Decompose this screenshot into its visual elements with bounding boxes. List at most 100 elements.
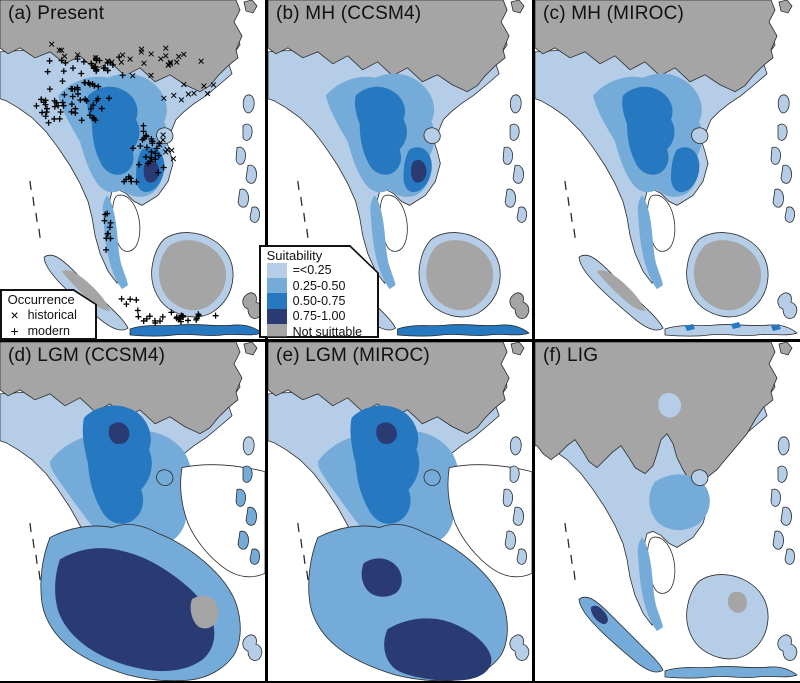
- map-region-sunda_navy_e: [384, 618, 492, 681]
- map-region-hainan: [156, 127, 174, 144]
- modern-occurrence-marker: [195, 311, 202, 318]
- modern-occurrence-marker: [148, 148, 155, 155]
- suitability-swatch-mid: [266, 277, 287, 294]
- modern-occurrence-marker: [51, 103, 58, 110]
- modern-occurrence-marker: [100, 65, 107, 72]
- historical-occurrence-marker: [141, 60, 147, 66]
- map-region-taiwan: [777, 94, 790, 114]
- suitability-legend-rows: =<0.25 0.25-0.50 0.50-0.75 0.75-1.00 Not sui…: [261, 262, 378, 337]
- historical-occurrence-marker: [178, 97, 185, 103]
- modern-occurrence-marker: [116, 54, 123, 61]
- suitability-legend-box: Suitability =<0.25 0.25-0.50 0.50-0.75 0.75…: [260, 246, 378, 337]
- panel-a-label: (a) Present: [8, 3, 105, 24]
- map-region-sulawesi: [509, 634, 530, 661]
- suitability-class-row: Not suittable: [261, 324, 378, 337]
- map-lgm-ccsm4: [0, 342, 265, 681]
- panel-e-lgm-miroc: (e) LGM (MIROC): [268, 342, 532, 681]
- modern-occurrence-marker: [143, 315, 150, 322]
- historical-occurrence-marker: [160, 137, 166, 143]
- modern-occurrence-marker: [92, 117, 99, 124]
- modern-occurrence-marker: [59, 78, 66, 85]
- map-region-taiwan: [777, 436, 790, 456]
- modern-occurrence-marker: [77, 97, 84, 103]
- historical-occurrence-marker: [161, 95, 167, 102]
- panel-a-present: (a) Present: [0, 0, 265, 339]
- modern-occurrence-marker: [88, 60, 95, 67]
- map-lgm-miroc: [268, 342, 532, 681]
- map-region-lgm_navy_n: [376, 422, 397, 445]
- map-lig: [535, 342, 800, 681]
- panel-b-label: (b) MH (CCSM4): [276, 3, 422, 24]
- map-region-philippines: [502, 465, 528, 565]
- map-region-china: [268, 0, 510, 93]
- modern-occurrence-marker: [159, 313, 166, 320]
- occurrence-legend-box: Occurrence × historical + modern: [1, 290, 96, 339]
- suitability-class-row: 0.75-1.00: [261, 308, 378, 325]
- map-region-f_sum_navy: [590, 605, 608, 624]
- modern-occurrence-marker: [95, 95, 101, 102]
- modern-occurrence-marker: [151, 317, 158, 324]
- map-region-borneo_patch2: [190, 595, 219, 629]
- modern-occurrence-marker: [33, 102, 40, 109]
- modern-occurrence-marker: [82, 96, 89, 103]
- map-region-indochina_high: [622, 86, 675, 175]
- modern-occurrence-marker: [90, 65, 97, 72]
- modern-occurrence-marker: [80, 58, 87, 65]
- modern-occurrence-marker: [44, 68, 51, 75]
- map-region-java: [129, 324, 263, 337]
- modern-occurrence-marker: [178, 312, 185, 319]
- modern-occurrence-marker: [193, 315, 200, 322]
- suitability-swatch-not_suitable: [266, 324, 287, 337]
- map-region-f_coastal_mid: [649, 474, 710, 531]
- map-region-hainan: [691, 469, 709, 486]
- modern-occurrence-marker: [160, 164, 167, 171]
- modern-occurrence-marker: [155, 169, 162, 176]
- modern-occurrence-marker: [119, 72, 126, 79]
- historical-occurrence-marker: [158, 56, 164, 62]
- suitability-class-row: 0.25-0.50: [261, 277, 378, 294]
- map-region-philippines: [235, 465, 260, 565]
- map-region-sumatra_gray: [62, 270, 110, 312]
- modern-occurrence-marker: [140, 128, 147, 135]
- modern-occurrence-marker: [89, 80, 96, 87]
- modern-occurrence-marker: [140, 122, 147, 129]
- modern-occurrence-marker: [107, 219, 114, 226]
- modern-occurrence-marker: [78, 70, 85, 77]
- modern-occurrence-marker: [56, 115, 63, 122]
- occurrence-legend-rows: × historical + modern: [2, 307, 96, 339]
- modern-occurrence-marker: [57, 108, 64, 115]
- panel-d-label: (d) LGM (CCSM4): [8, 345, 166, 366]
- modern-occurrence-marker: [143, 144, 150, 151]
- map-region-indochina_high: [354, 86, 407, 175]
- map-region-sunda_navy: [55, 548, 215, 672]
- map-region-philippines: [770, 123, 795, 223]
- modern-occurrence-marker: [106, 224, 113, 231]
- occurrence-historical-row: × historical: [2, 307, 96, 323]
- suitability-class-label: =<0.25: [292, 263, 332, 278]
- modern-occurrence-marker: [98, 105, 105, 112]
- modern-occurrence-marker: [173, 314, 180, 321]
- historical-occurrence-marker: [175, 53, 182, 60]
- modern-occurrence-marker: [74, 84, 81, 91]
- modern-occurrence-marker: [212, 312, 219, 319]
- map-region-sulawesi: [242, 634, 263, 661]
- modern-occurrence-marker: [146, 313, 153, 320]
- map-region-philippines: [502, 123, 528, 223]
- map-region-f_oval: [658, 393, 682, 418]
- modern-occurrence-marker: [60, 102, 67, 109]
- occurrence-modern-row: + modern: [2, 323, 96, 339]
- map-region-java: [664, 324, 798, 337]
- modern-occurrence-marker: [90, 102, 97, 109]
- modern-occurrence-marker: [72, 105, 79, 112]
- occurrence-markers: [33, 41, 219, 326]
- occurrence-legend-title: Occurrence: [7, 291, 75, 307]
- map-region-taiwan: [242, 436, 255, 456]
- map-region-borneo_fringe: [686, 574, 769, 660]
- map-region-andaman: [297, 180, 309, 238]
- modern-marker-symbol: +: [10, 322, 19, 339]
- map-region-china: [0, 0, 243, 93]
- modern-occurrence-marker: [60, 68, 67, 75]
- modern-occurrence-marker: [104, 230, 111, 237]
- map-region-philippines: [770, 465, 795, 565]
- historical-marker-symbol: ×: [10, 306, 19, 323]
